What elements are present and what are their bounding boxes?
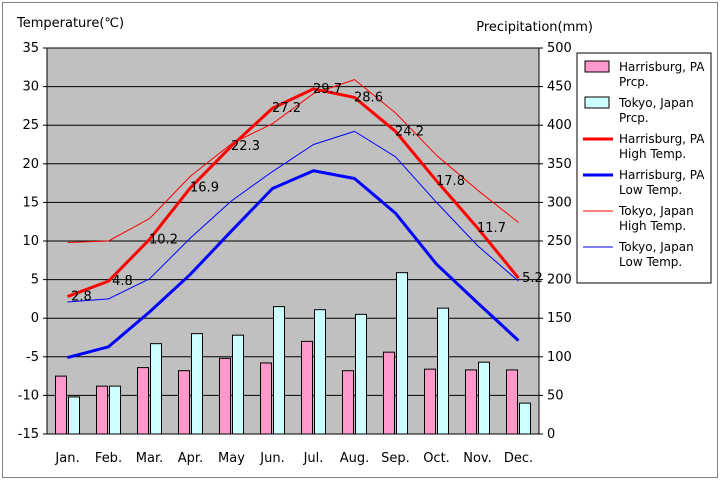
right-tick-label: 450 xyxy=(547,80,572,95)
right-tick-label: 0 xyxy=(547,427,555,442)
right-tick-label: 300 xyxy=(547,195,572,210)
x-tick-label: Nov. xyxy=(463,451,492,466)
temp-line-2 xyxy=(67,79,519,244)
data-label: 27.2 xyxy=(272,101,301,116)
temperature-precipitation-chart: Temperature(℃) Precipitation(mm) 35 50030… xyxy=(16,16,712,466)
right-tick-label: 50 xyxy=(547,388,564,403)
precip-bar-harrisburg xyxy=(178,370,190,435)
temp-line-3 xyxy=(67,130,519,303)
right-tick-label: 350 xyxy=(547,157,572,172)
legend-label: Tokyo, Japan xyxy=(618,240,694,254)
legend-label: Prcp. xyxy=(619,111,649,125)
legend-label: Tokyo, Japan xyxy=(618,204,694,218)
left-tick-label: 20 xyxy=(22,157,39,172)
data-label: 17.8 xyxy=(436,174,465,189)
precip-bar-harrisburg xyxy=(219,357,231,435)
left-tick-label: -5 xyxy=(26,350,39,365)
data-label: 10.2 xyxy=(149,232,178,247)
legend-label: High Temp. xyxy=(619,219,686,233)
precip-bar-harrisburg xyxy=(342,370,354,435)
precip-bar-tokyo xyxy=(519,402,531,435)
precip-bar-tokyo xyxy=(314,309,326,435)
legend-label: Prcp. xyxy=(619,75,649,89)
precip-bar-tokyo xyxy=(437,307,449,435)
x-tick-label: Oct. xyxy=(423,451,450,466)
precip-bar-tokyo xyxy=(191,333,203,435)
left-tick-label: 10 xyxy=(22,234,39,249)
left-tick-label: 5 xyxy=(31,273,39,288)
precip-bar-tokyo xyxy=(478,361,490,435)
right-tick-label: 200 xyxy=(547,273,572,288)
data-label: 24.2 xyxy=(395,124,424,139)
left-axis-title: Temperature(℃) xyxy=(16,16,124,31)
data-label: 2.8 xyxy=(71,290,92,305)
x-tick-label: Dec. xyxy=(504,451,533,466)
legend-label: Low Temp. xyxy=(619,183,682,197)
x-tick-label: Feb. xyxy=(95,451,122,466)
precip-bar-harrisburg xyxy=(137,367,149,435)
precip-bar-tokyo xyxy=(150,343,162,435)
precip-bar-harrisburg xyxy=(465,369,477,435)
precip-bar-tokyo xyxy=(232,334,244,435)
precip-bar-harrisburg xyxy=(383,351,395,435)
precip-bar-harrisburg xyxy=(424,368,436,435)
precip-bar-tokyo xyxy=(273,306,285,435)
precip-bar-tokyo xyxy=(68,396,80,435)
data-label: 5.2 xyxy=(522,271,543,286)
x-tick-label: Aug. xyxy=(340,451,370,466)
legend-swatch xyxy=(584,60,610,73)
x-tick-label: Mar. xyxy=(136,451,163,466)
precip-bar-harrisburg xyxy=(301,340,313,435)
legend-label: Low Temp. xyxy=(619,255,682,269)
left-tick-label: 25 xyxy=(22,118,39,133)
precip-bar-tokyo xyxy=(109,385,121,435)
left-tick-label: 0 xyxy=(31,311,39,326)
data-label: 16.9 xyxy=(190,181,219,196)
left-tick-label: -10 xyxy=(18,388,39,403)
precip-bar-harrisburg xyxy=(96,385,108,435)
temp-line-0 xyxy=(66,87,520,298)
right-tick-label: 400 xyxy=(547,118,572,133)
x-tick-label: Jul. xyxy=(303,451,324,466)
legend-label: Harrisburg, PA xyxy=(619,132,705,146)
data-label: 22.3 xyxy=(231,139,260,154)
x-tick-label: Jun. xyxy=(259,451,284,466)
legend-box xyxy=(576,52,712,284)
precip-bar-tokyo xyxy=(355,313,367,435)
precip-bar-tokyo xyxy=(396,272,408,435)
left-tick-label: -15 xyxy=(18,427,39,442)
temp-line-1 xyxy=(67,169,520,360)
left-tick-label: 35 xyxy=(22,41,39,56)
x-tick-label: Jan. xyxy=(54,451,79,466)
data-label: 29.7 xyxy=(313,82,342,97)
data-label: 11.7 xyxy=(477,221,506,236)
x-tick-label: May xyxy=(218,451,245,466)
precip-bar-harrisburg xyxy=(55,375,67,435)
precip-bar-harrisburg xyxy=(506,369,518,435)
x-tick-label: Apr. xyxy=(178,451,203,466)
data-label: 4.8 xyxy=(112,274,133,289)
legend-label: High Temp. xyxy=(619,147,686,161)
right-tick-label: 250 xyxy=(547,234,572,249)
legend-swatch xyxy=(584,96,610,109)
right-tick-label: 150 xyxy=(547,311,572,326)
legend-label: Harrisburg, PA xyxy=(619,168,705,182)
left-tick-label: 15 xyxy=(22,195,39,210)
left-tick-label: 30 xyxy=(22,80,39,95)
legend-label: Harrisburg, PA xyxy=(619,60,705,74)
x-tick-label: Sep. xyxy=(381,451,410,466)
legend-label: Tokyo, Japan xyxy=(618,96,694,110)
precip-bar-harrisburg xyxy=(260,362,272,435)
data-label: 28.6 xyxy=(354,90,383,105)
right-tick-label: 500 xyxy=(547,41,572,56)
right-tick-label: 100 xyxy=(547,350,572,365)
right-axis-title: Precipitation(mm) xyxy=(476,20,593,35)
